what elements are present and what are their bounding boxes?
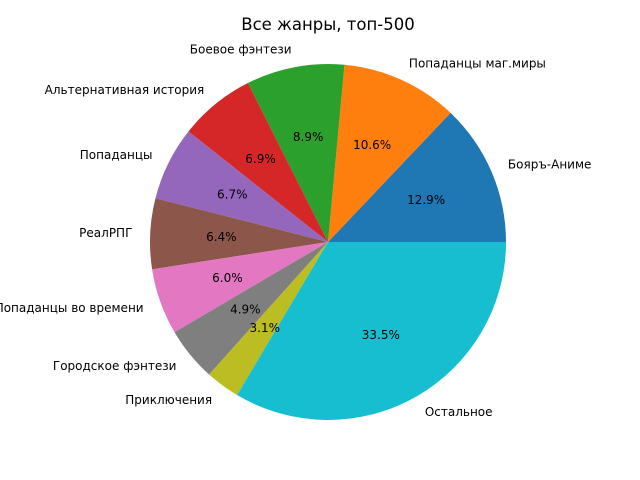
pie-slice-6: [152, 242, 328, 333]
pie-slice-7: [174, 242, 328, 375]
category-label-6: Попаданцы во времени: [0, 301, 144, 315]
pct-label-9: 33.5%: [362, 328, 400, 342]
pct-label-8: 3.1%: [250, 321, 281, 335]
pct-label-6: 6.0%: [212, 271, 243, 285]
pct-label-1: 10.6%: [353, 138, 391, 152]
category-label-5: РеалРПГ: [79, 226, 132, 240]
category-label-2: Боевое фэнтези: [190, 43, 292, 57]
pct-label-7: 4.9%: [230, 303, 261, 317]
pie-slice-0: [328, 112, 506, 242]
pie-slices: [149, 64, 506, 420]
pie-slice-4: [155, 131, 328, 242]
pie-slice-2: [247, 64, 345, 242]
category-label-0: Бояръ-Аниме: [508, 158, 592, 172]
pct-label-0: 12.9%: [407, 193, 445, 207]
pie-slice-9: [237, 242, 506, 420]
category-label-3: Альтернативная история: [45, 83, 205, 97]
category-labels: Бояръ-Аниме Попаданцы маг.миры Боевое фэнт…: [0, 43, 591, 420]
pct-label-3: 6.9%: [245, 152, 276, 166]
category-label-7: Городское фэнтези: [53, 359, 177, 373]
pie-slice-3: [188, 83, 328, 242]
pie-slice-1: [328, 64, 451, 243]
category-label-8: Приключения: [125, 393, 212, 407]
category-label-4: Попаданцы: [80, 148, 153, 162]
pie-slice-8: [209, 242, 328, 396]
pct-label-4: 6.7%: [217, 188, 248, 202]
category-label-9: Остальное: [425, 405, 493, 419]
category-label-1: Попаданцы маг.миры: [409, 57, 546, 71]
percentage-labels: 12.9% 10.6% 8.9% 6.9% 6.7% 6.4% 6.0% 4.9% 3.1% 33…: [206, 130, 445, 342]
pct-label-5: 6.4%: [206, 230, 237, 244]
chart-title: Все жанры, топ-500: [241, 15, 414, 34]
pie-slice-5: [149, 198, 328, 270]
pct-label-2: 8.9%: [293, 130, 324, 144]
